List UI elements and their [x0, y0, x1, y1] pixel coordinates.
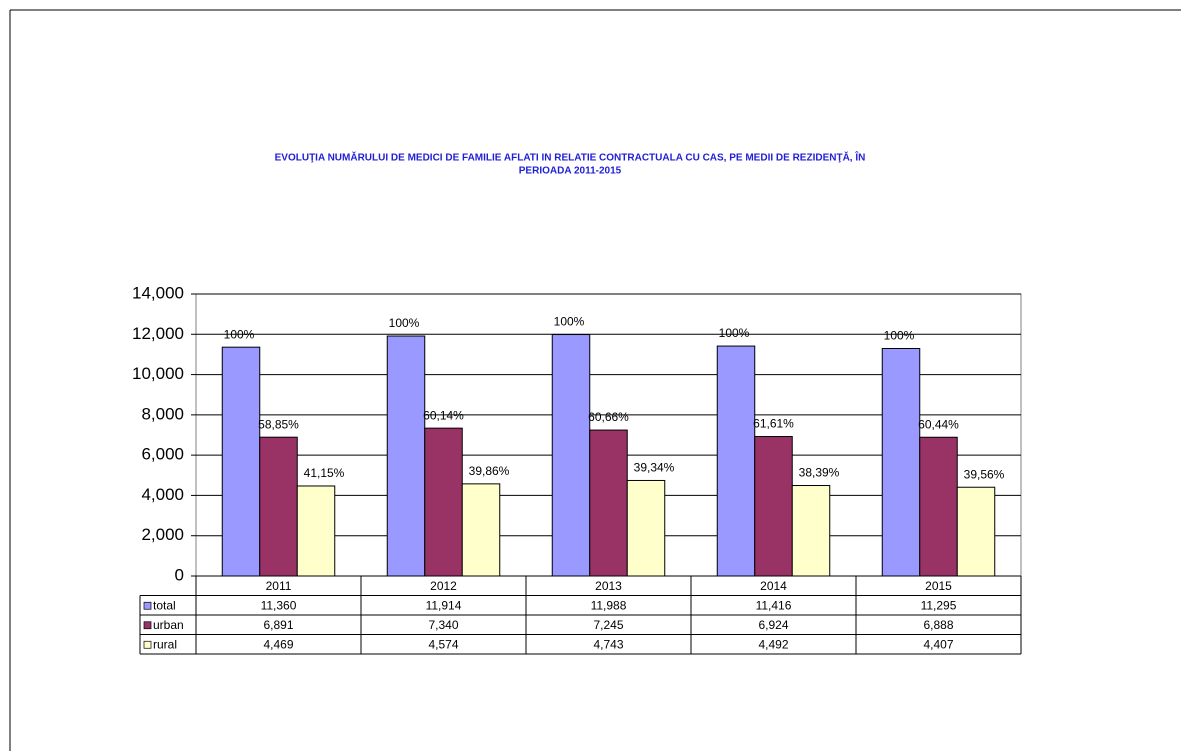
- table-value: 4,743: [593, 637, 623, 651]
- bar: [461, 483, 501, 577]
- legend-swatch: [143, 621, 152, 630]
- table-value: 11,416: [756, 598, 792, 612]
- table-value: 6,924: [758, 618, 788, 632]
- y-tick-label: 4,000: [141, 485, 184, 504]
- percent-label: 61,61%: [753, 417, 794, 431]
- bar: [259, 436, 298, 577]
- x-tick-label: 2014: [760, 579, 787, 593]
- percent-label: 38,39%: [799, 466, 840, 480]
- chart-title: EVOLUŢIA NUMĂRULUI DE MEDICI DE FAMILIE …: [275, 151, 866, 164]
- bar: [881, 347, 921, 577]
- percent-label: 39,34%: [634, 461, 675, 475]
- table-value: 4,492: [758, 637, 788, 651]
- table-value: 7,340: [428, 618, 458, 632]
- bar: [754, 436, 793, 577]
- chart-title: PERIOADA 2011-2015: [519, 166, 622, 177]
- bar: [626, 479, 666, 577]
- percent-label: 60,44%: [918, 417, 959, 431]
- y-tick-label: 12,000: [132, 324, 184, 343]
- percent-label: 39,56%: [964, 467, 1005, 481]
- percent-label: 60,66%: [588, 410, 629, 424]
- percent-label: 39,86%: [469, 464, 510, 478]
- x-tick-label: 2015: [925, 579, 952, 593]
- y-tick-label: 8,000: [141, 404, 184, 423]
- x-tick-label: 2013: [595, 579, 622, 593]
- table-value: 4,407: [923, 637, 953, 651]
- percent-label: 100%: [554, 315, 585, 329]
- percent-label: 60,14%: [423, 408, 464, 422]
- table-value: 4,469: [263, 637, 293, 651]
- bar: [221, 346, 261, 577]
- y-tick-label: 10,000: [132, 364, 184, 383]
- x-tick-label: 2011: [266, 579, 292, 593]
- legend-label: urban: [153, 618, 184, 632]
- bar: [791, 485, 831, 577]
- bar: [424, 427, 463, 577]
- y-tick-label: 0: [175, 565, 184, 584]
- y-tick-label: 2,000: [141, 525, 184, 544]
- legend-swatch: [143, 601, 152, 610]
- x-tick-label: 2012: [430, 579, 457, 593]
- table-value: 4,574: [428, 637, 458, 651]
- bar: [919, 436, 958, 577]
- percent-label: 58,85%: [258, 417, 299, 431]
- percent-label: 100%: [719, 326, 750, 340]
- bar: [716, 345, 756, 577]
- table-value: 6,888: [923, 618, 953, 632]
- legend-label: rural: [153, 637, 177, 651]
- legend-label: total: [153, 598, 176, 612]
- bar: [551, 334, 591, 577]
- bar: [296, 485, 336, 577]
- bar: [589, 429, 628, 577]
- percent-label: 100%: [884, 329, 915, 343]
- table-value: 11,914: [426, 598, 462, 612]
- table-value: 11,360: [261, 598, 297, 612]
- percent-label: 100%: [224, 327, 255, 341]
- legend-swatch: [143, 640, 152, 649]
- table-value: 11,988: [591, 598, 627, 612]
- percent-label: 100%: [389, 316, 420, 330]
- bar: [956, 486, 996, 577]
- table-value: 7,245: [593, 618, 623, 632]
- table-value: 6,891: [263, 618, 293, 632]
- y-tick-label: 6,000: [141, 445, 184, 464]
- percent-label: 41,15%: [304, 466, 345, 480]
- y-tick-label: 14,000: [132, 283, 184, 302]
- bar: [386, 335, 426, 577]
- table-value: 11,295: [921, 598, 957, 612]
